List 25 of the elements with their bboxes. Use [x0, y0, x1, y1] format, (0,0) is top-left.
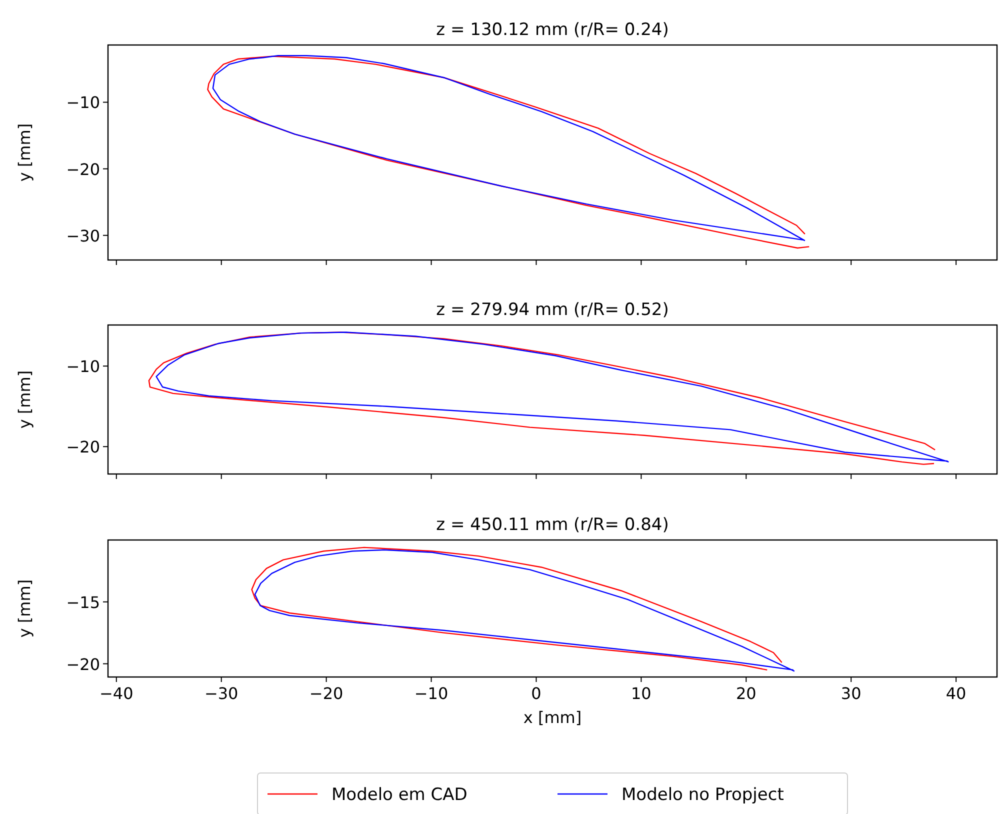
legend-label: Modelo no Propject: [622, 785, 784, 805]
x-tick-label: −20: [309, 684, 344, 703]
x-tick-label: −10: [414, 684, 448, 703]
x-axis-title: x [mm]: [523, 708, 582, 727]
y-tick-label: −30: [66, 226, 100, 246]
x-tick-label: 0: [531, 684, 542, 703]
x-tick-label: 40: [946, 684, 966, 703]
chart-title: z = 130.12 mm (r/R= 0.24): [436, 20, 669, 40]
y-axis-title: y [mm]: [15, 370, 34, 429]
y-axis-title: y [mm]: [15, 579, 34, 638]
legend-label: Modelo em CAD: [332, 785, 468, 805]
y-tick-label: −10: [66, 357, 100, 376]
y-tick-label: −15: [66, 592, 100, 612]
y-axis-title: y [mm]: [15, 123, 34, 182]
y-tick-label: −10: [66, 93, 100, 112]
y-tick-label: −20: [66, 160, 100, 179]
y-tick-label: −20: [66, 438, 100, 457]
x-tick-label: 20: [736, 684, 756, 703]
x-tick-label: −30: [204, 684, 238, 703]
chart-title: z = 450.11 mm (r/R= 0.84): [436, 515, 669, 535]
y-tick-label: −20: [66, 654, 100, 674]
x-tick-label: 30: [840, 684, 862, 703]
x-tick-label: 10: [631, 684, 652, 703]
x-tick-label: −40: [100, 684, 134, 703]
chart-title: z = 279.94 mm (r/R= 0.52): [436, 300, 669, 320]
